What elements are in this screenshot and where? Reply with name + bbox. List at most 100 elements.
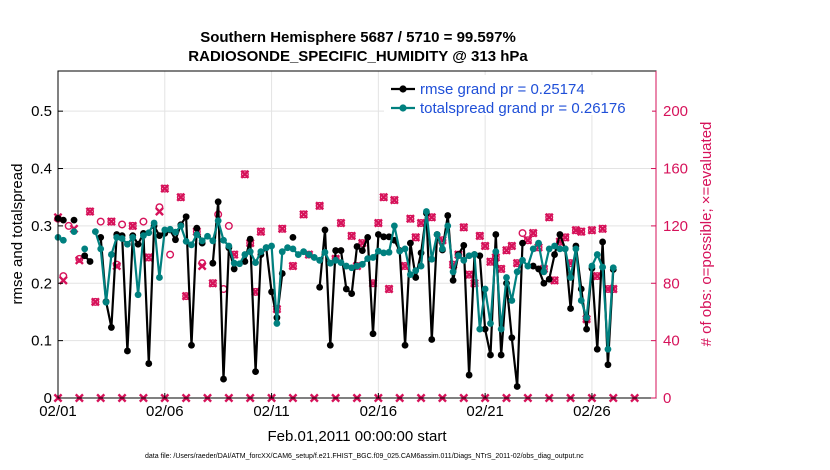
obs-possible-point — [459, 223, 468, 232]
totalspread-point — [561, 245, 569, 253]
totalspread-point — [209, 237, 217, 245]
rmse-point — [230, 265, 238, 273]
obs-possible-point — [545, 213, 554, 222]
totalspread-point — [577, 297, 585, 304]
totalspread-point — [81, 245, 89, 253]
marker-stroke — [405, 214, 415, 224]
legend-rmse-label: rmse grand pr = 0.25174 — [420, 81, 585, 98]
marker-stroke — [240, 169, 250, 179]
obs-possible-point — [427, 213, 436, 222]
totalspread-point — [593, 251, 601, 258]
marker-stroke — [197, 261, 207, 271]
y-axis-label: rmse and totalspread — [9, 164, 26, 305]
rmse-point — [593, 345, 601, 353]
totalspread-point — [161, 226, 169, 234]
marker-stroke — [459, 222, 469, 232]
totalspread-point — [396, 247, 404, 255]
rmse-point — [529, 262, 537, 270]
totalspread-point — [503, 274, 510, 281]
totalspread-point — [230, 259, 238, 267]
obs-evaluated-point — [389, 195, 399, 205]
legend: rmse grand pr = 0.25174 totalspread gran… — [384, 75, 652, 117]
obs-evaluated-point — [416, 218, 426, 228]
totalspread-point — [91, 228, 99, 236]
rmse-point — [353, 243, 361, 250]
marker-stroke — [160, 184, 170, 194]
totalspread-point — [140, 232, 147, 240]
totalspread-point — [124, 240, 131, 248]
rmse-point — [326, 341, 334, 349]
legend-box — [384, 75, 652, 115]
obs-possible-point — [406, 214, 415, 223]
legend-rmse-marker — [399, 85, 407, 93]
rmse-point — [540, 279, 548, 287]
totalspread-point — [524, 262, 532, 270]
rmse-point — [134, 240, 142, 248]
marker-stroke — [90, 297, 100, 307]
rmse-point — [476, 252, 484, 260]
rmse-point — [556, 231, 564, 238]
totalspread-point — [380, 249, 388, 257]
obs-possible-point — [75, 254, 84, 263]
totalspread-point — [374, 247, 382, 255]
marker-stroke — [347, 231, 357, 241]
rmse-point — [172, 236, 179, 244]
marker-stroke — [373, 218, 383, 228]
rmse-point — [86, 258, 94, 265]
rmse-point — [492, 231, 500, 238]
totalspread-point — [588, 262, 596, 270]
totalspread-point — [433, 231, 441, 238]
obs-evaluated-point — [288, 261, 298, 271]
marker-stroke — [176, 192, 186, 202]
rmse-point — [604, 361, 612, 369]
obs-evaluated-point — [544, 212, 554, 222]
marker-stroke — [384, 284, 394, 294]
obs-evaluated-point — [90, 297, 100, 307]
rmse-point — [182, 213, 190, 221]
rmse-point — [316, 283, 324, 291]
totalspread-point — [529, 245, 537, 253]
rmse-point — [268, 288, 275, 296]
obs-evaluated-point — [256, 227, 266, 237]
y2-tick-label: 40 — [663, 333, 680, 350]
totalspread-point — [390, 222, 398, 230]
totalspread-point — [513, 268, 521, 276]
rmse-point — [551, 251, 558, 258]
rmse-point — [513, 383, 521, 390]
totalspread-point — [118, 235, 126, 242]
obs-possible-point — [139, 217, 148, 226]
totalspread-point — [567, 274, 574, 281]
obs-possible-point — [518, 229, 527, 238]
y2-tick-label: 80 — [663, 275, 680, 292]
x-tick-label: 02/26 — [573, 403, 611, 420]
series-layer — [53, 169, 640, 403]
totalspread-point — [316, 256, 324, 264]
marker-stroke — [576, 227, 586, 237]
obs-evaluated-point — [373, 218, 383, 228]
rmse-point — [374, 231, 382, 238]
marker-stroke — [496, 264, 506, 274]
rmse-point — [241, 258, 249, 265]
totalspread-point — [572, 245, 580, 253]
rmse-point — [535, 265, 542, 273]
obs-possible-point — [224, 221, 233, 230]
obs-possible-point — [112, 260, 121, 269]
obs-evaluated-point — [507, 241, 517, 251]
obs-possible-point — [598, 224, 607, 233]
totalspread-point — [166, 225, 174, 233]
totalspread-point — [182, 237, 190, 245]
marker-stroke — [277, 224, 287, 234]
obs-evaluated-point — [299, 209, 309, 219]
totalspread-point — [294, 251, 302, 258]
totalspread-point — [444, 222, 452, 230]
obs-possible-point — [240, 170, 249, 179]
totalspread-point — [519, 256, 526, 264]
marker-stroke — [85, 207, 95, 217]
totalspread-point — [332, 256, 340, 264]
totalspread-point — [406, 271, 414, 279]
obs-evaluated-point — [459, 222, 469, 232]
totalspread-point — [150, 219, 158, 227]
totalspread-point — [204, 232, 211, 240]
marker-stroke — [411, 232, 421, 242]
